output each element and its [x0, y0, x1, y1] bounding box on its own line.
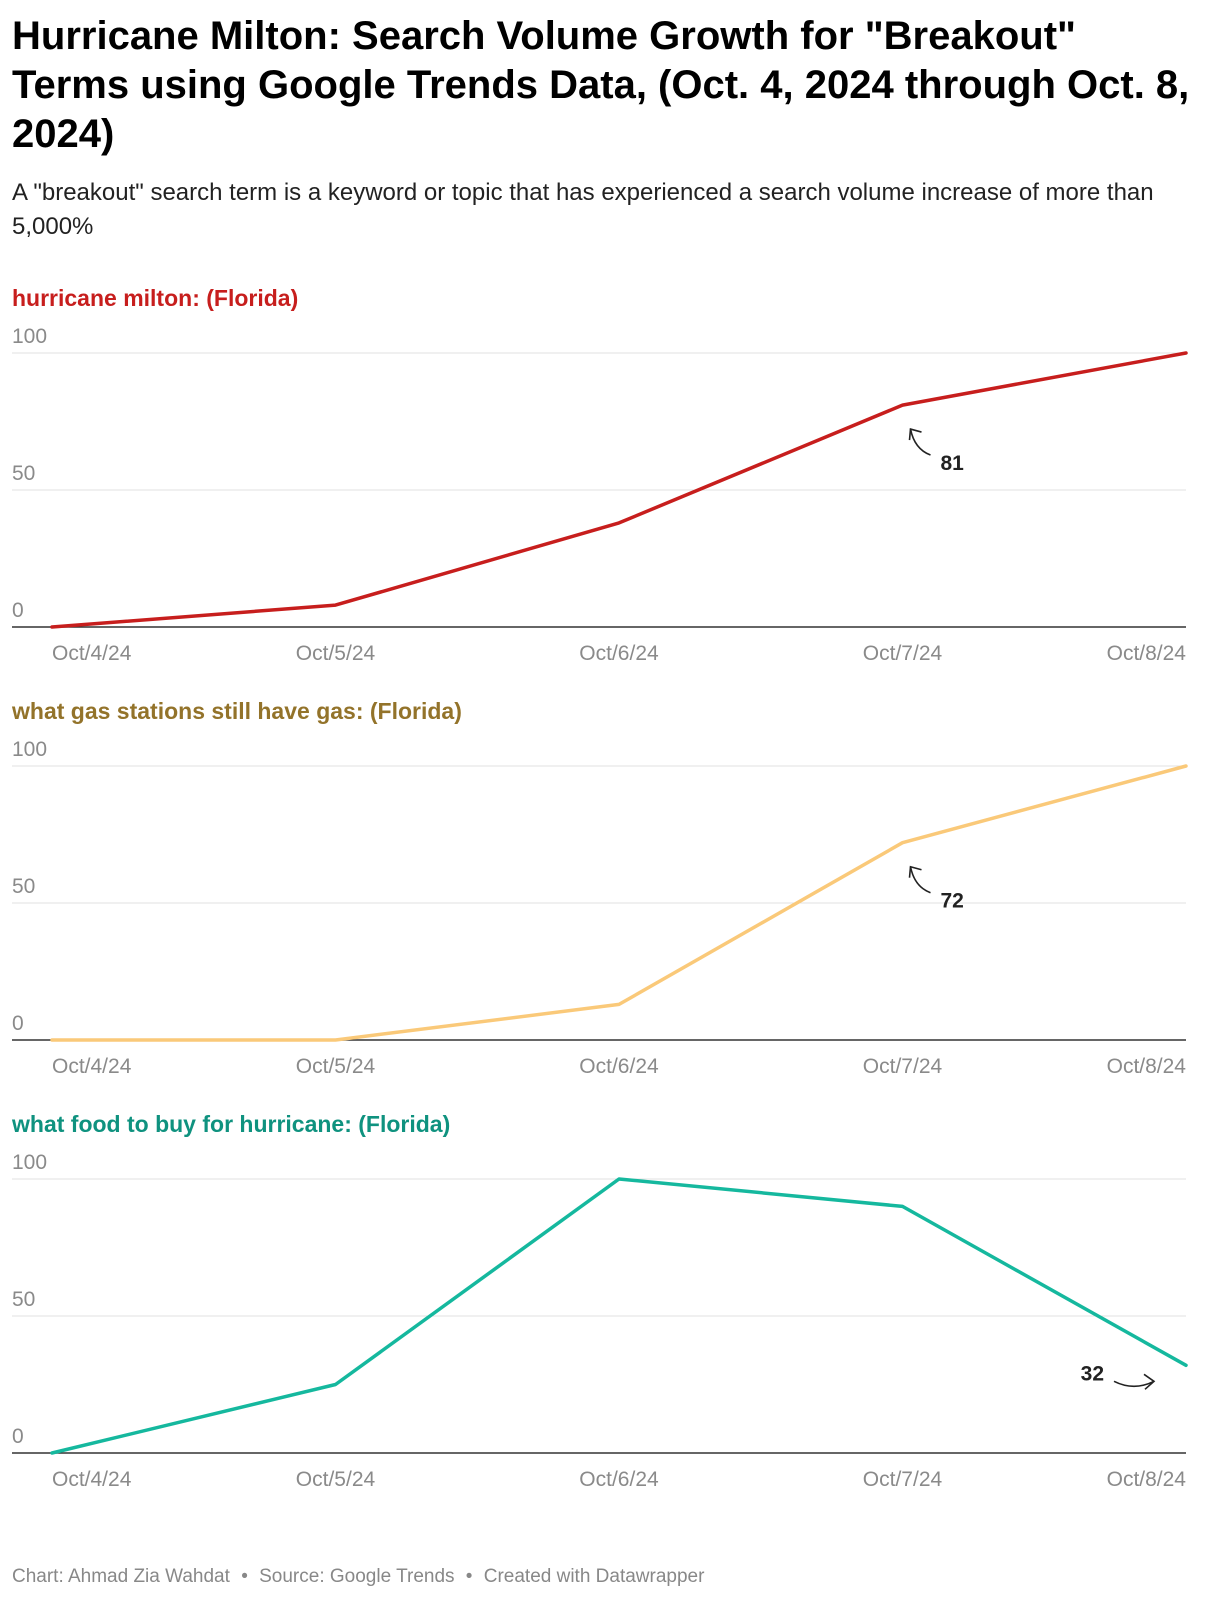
y-tick-label: 0 [12, 1425, 24, 1448]
footer-source: Source: Google Trends [259, 1566, 455, 1587]
annotation-arrowhead [908, 428, 922, 441]
y-tick-label: 100 [12, 325, 47, 348]
x-tick-label: Oct/8/24 [1107, 642, 1187, 665]
series-line [50, 351, 1188, 629]
annotation-label: 81 [941, 452, 965, 475]
line-chart-svg: 0 50 100 Oct/4/24 Oct/5/24 Oct/6/24 Oct/7/24 Oc… [12, 738, 1188, 1078]
x-tick-label: Oct/5/24 [296, 1468, 376, 1491]
x-tick-label: Oct/8/24 [1107, 1468, 1187, 1491]
y-tick-label: 0 [12, 1012, 24, 1035]
panel-hurricane-milton: hurricane milton: (Florida) 0 50 100 Oct/4/… [0, 285, 1220, 685]
panel-title: what food to buy for hurricane: (Florida… [12, 1111, 451, 1137]
panel-gas-stations: what gas stations still have gas: (Flori… [0, 698, 1220, 1098]
annotation: 32 [1081, 1362, 1156, 1390]
x-tick-label: Oct/7/24 [863, 642, 943, 665]
series-line [50, 1177, 1188, 1455]
line-chart-svg: 0 50 100 Oct/4/24 Oct/5/24 Oct/6/24 Oct/7/24 Oc… [12, 325, 1188, 665]
x-tick-label: Oct/5/24 [296, 642, 376, 665]
footer-separator: • [241, 1566, 248, 1587]
panel-title: hurricane milton: (Florida) [12, 285, 299, 311]
line-chart-svg: 0 50 100 Oct/4/24 Oct/5/24 Oct/6/24 Oct/7/24 Oc… [12, 1151, 1188, 1491]
annotation-arrow [909, 866, 931, 894]
annotation-arrow [1113, 1380, 1155, 1388]
x-tick-label: Oct/4/24 [52, 1055, 132, 1078]
annotation-label: 72 [941, 890, 964, 913]
annotation-arrowhead [908, 865, 922, 878]
footer-credit: Chart: Ahmad Zia Wahdat [12, 1566, 230, 1587]
x-tick-label: Oct/8/24 [1107, 1055, 1187, 1078]
x-tick-label: Oct/6/24 [579, 1055, 659, 1078]
y-tick-label: 0 [12, 599, 24, 622]
x-tick-label: Oct/4/24 [52, 642, 132, 665]
annotation-label: 32 [1081, 1362, 1104, 1385]
panel-title: what gas stations still have gas: (Flori… [12, 698, 462, 724]
footer-tool: Created with Datawrapper [483, 1566, 705, 1587]
annotation: 81 [908, 428, 965, 475]
chart-title: Hurricane Milton: Search Volume Growth f… [12, 14, 1190, 156]
x-tick-label: Oct/5/24 [296, 1055, 376, 1078]
x-tick-label: Oct/6/24 [579, 1468, 659, 1491]
footer: Chart: Ahmad Zia Wahdat • Source: Google… [12, 1566, 704, 1588]
panel-food-to-buy: what food to buy for hurricane: (Florida… [0, 1111, 1220, 1511]
y-tick-label: 100 [12, 738, 47, 761]
x-tick-label: Oct/6/24 [579, 642, 659, 665]
y-tick-label: 50 [12, 462, 35, 485]
footer-separator: • [465, 1566, 473, 1587]
chart-subtitle: A "breakout" search term is a keyword or… [12, 179, 1154, 240]
x-tick-label: Oct/4/24 [52, 1468, 132, 1491]
y-tick-label: 50 [12, 875, 35, 898]
y-tick-label: 100 [12, 1151, 47, 1174]
y-tick-label: 50 [12, 1288, 35, 1311]
annotation-arrow [909, 428, 931, 456]
annotation: 72 [908, 865, 964, 913]
series-line [50, 764, 1188, 1042]
x-tick-label: Oct/7/24 [863, 1468, 943, 1491]
x-tick-label: Oct/7/24 [863, 1055, 943, 1078]
annotation-arrowhead [1143, 1373, 1156, 1390]
